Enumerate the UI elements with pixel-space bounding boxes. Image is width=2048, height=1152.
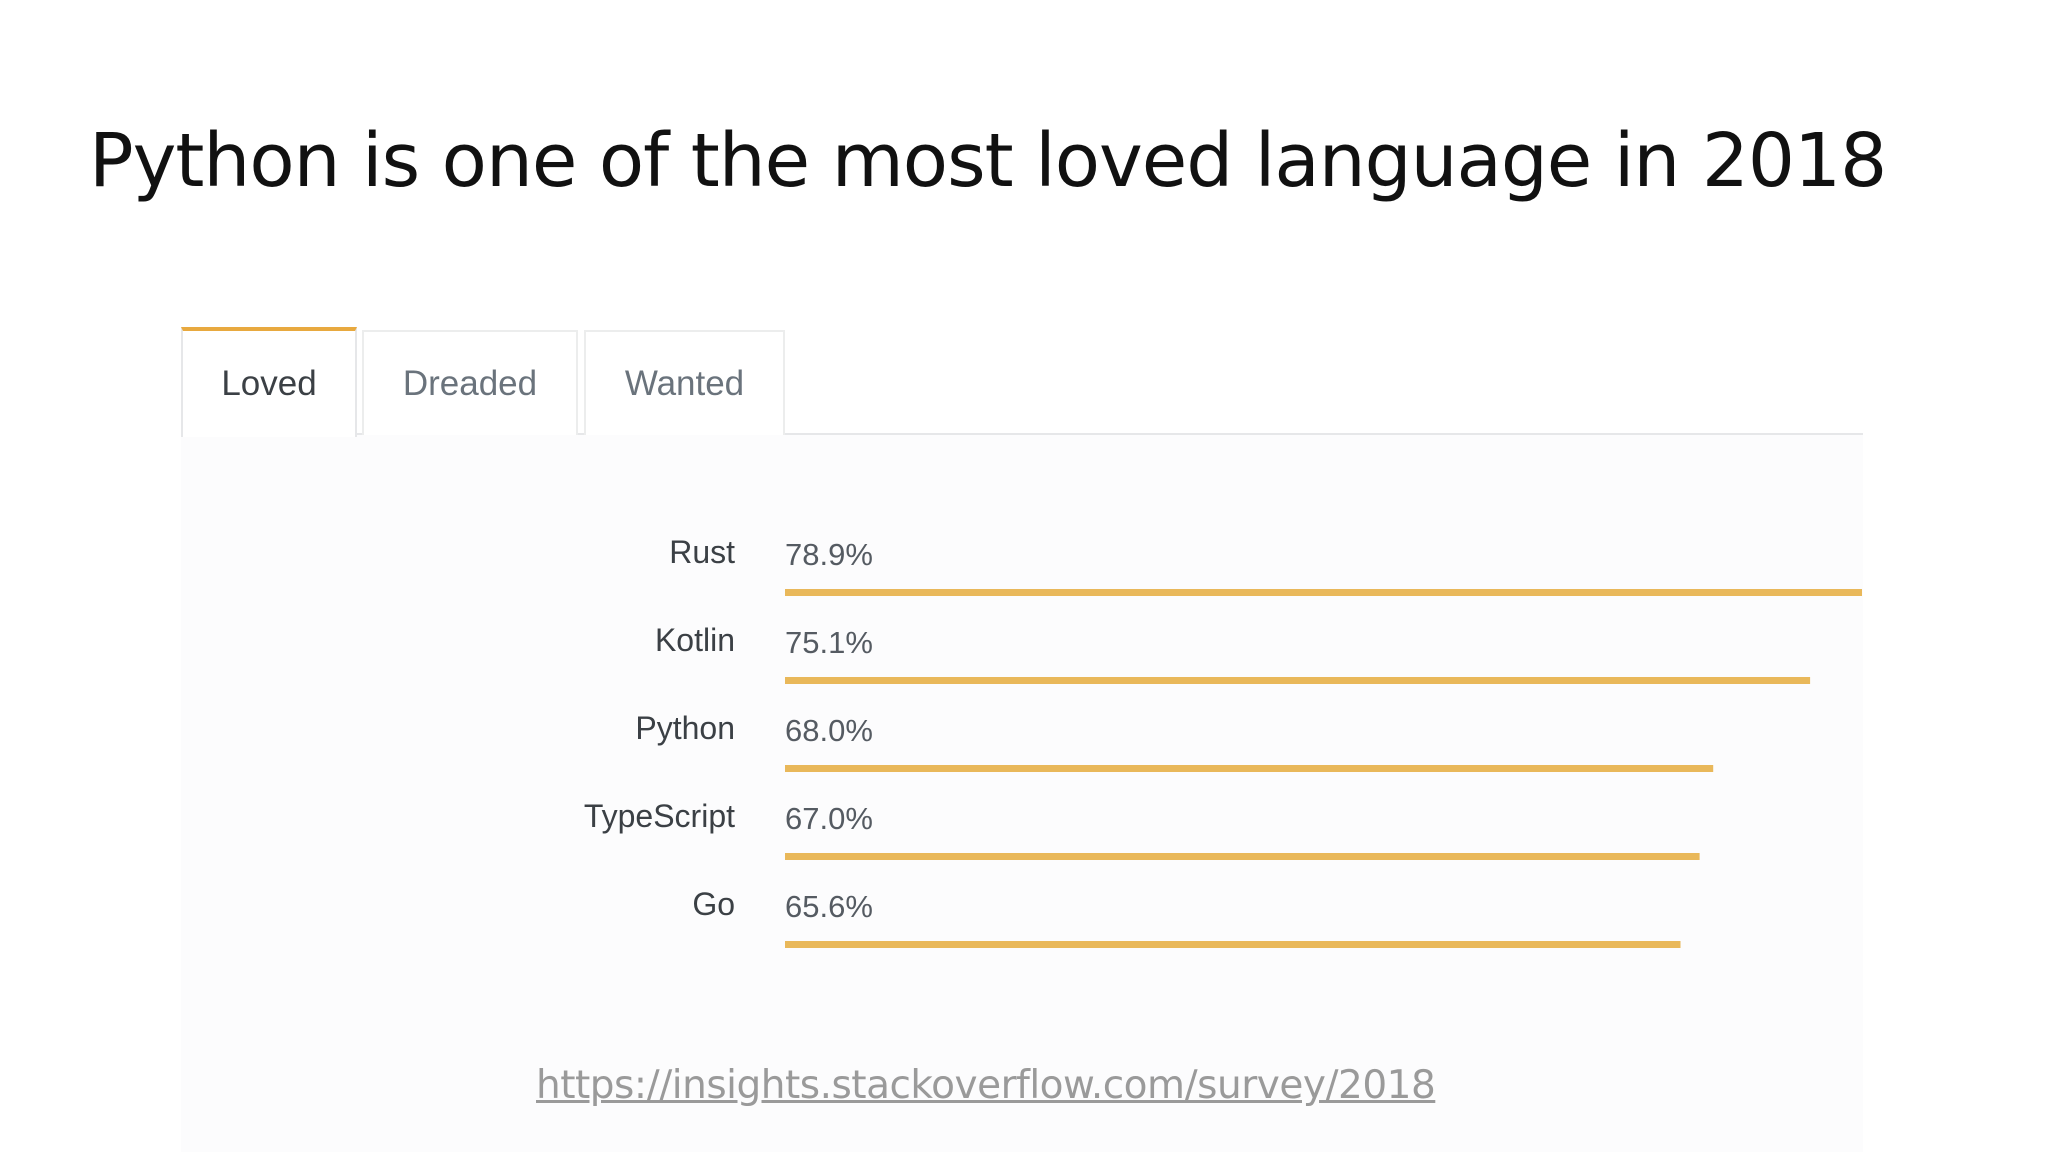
- source-link[interactable]: https://insights.stackoverflow.com/surve…: [536, 1063, 1436, 1108]
- bar-kotlin: [785, 677, 1811, 684]
- category-label-go: Go: [692, 886, 735, 922]
- bar-rust: [785, 589, 1862, 596]
- value-label-kotlin: 75.1%: [785, 625, 873, 660]
- category-label-typescript: TypeScript: [584, 798, 735, 834]
- tab-wanted[interactable]: Wanted: [584, 330, 785, 435]
- value-label-rust: 78.9%: [785, 537, 873, 572]
- value-label-python: 68.0%: [785, 713, 873, 748]
- bar-go: [785, 941, 1681, 948]
- bar-typescript: [785, 853, 1700, 860]
- slide-title: Python is one of the most loved language…: [89, 118, 1887, 204]
- tab-dreaded[interactable]: Dreaded: [362, 330, 578, 435]
- value-label-go: 65.6%: [785, 889, 873, 924]
- category-label-kotlin: Kotlin: [655, 622, 735, 658]
- category-label-rust: Rust: [669, 534, 735, 570]
- tab-bar: Loved Dreaded Wanted: [181, 327, 1863, 437]
- category-label-python: Python: [635, 710, 735, 746]
- tab-loved[interactable]: Loved: [181, 327, 357, 437]
- survey-panel: [181, 327, 1863, 1152]
- bar-python: [785, 765, 1714, 772]
- value-label-typescript: 67.0%: [785, 801, 873, 836]
